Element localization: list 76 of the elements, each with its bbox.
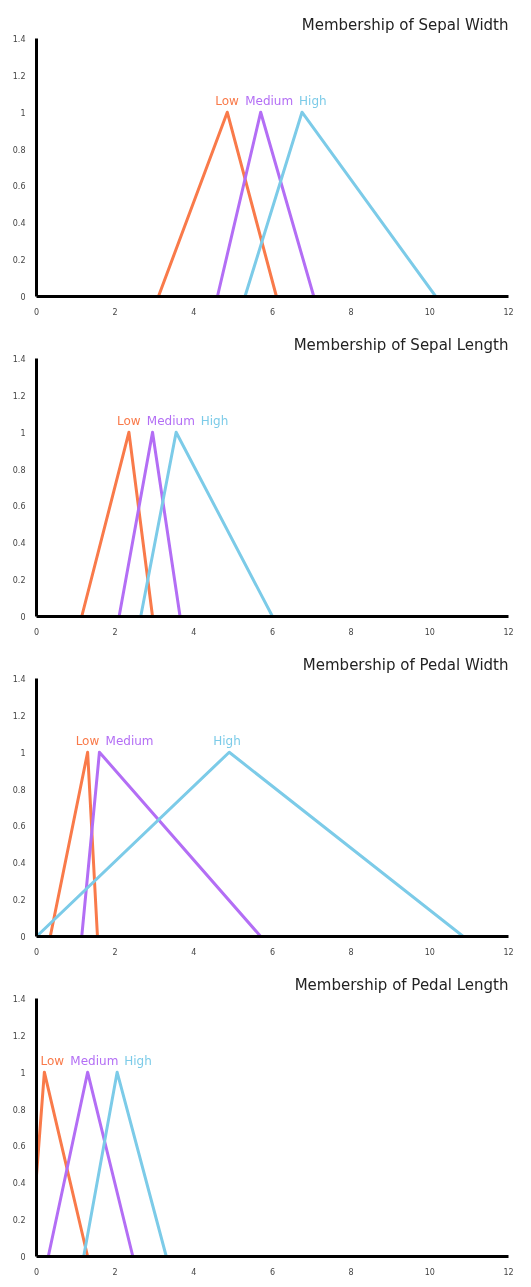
x-tick-label: 2 — [112, 1267, 118, 1277]
x-tick-label: 2 — [112, 947, 118, 957]
x-tick-label: 0 — [33, 1267, 40, 1277]
y-tick-label: 0.4 — [12, 1179, 26, 1189]
y-tick-label: 0 — [20, 1253, 26, 1262]
x-tick-label: 6 — [269, 1267, 276, 1277]
x-tick-label: 4 — [191, 627, 197, 637]
x-tick-label: 0 — [33, 947, 40, 957]
series-label: High — [124, 1054, 152, 1069]
x-tick-label: 12 — [503, 947, 514, 957]
y-tick-label: 0 — [20, 613, 26, 622]
series-label: Medium — [146, 414, 195, 429]
y-tick-label: 0.4 — [12, 539, 26, 549]
y-tick-label: 0.8 — [12, 785, 26, 795]
x-tick-label: 6 — [269, 627, 276, 637]
y-tick-label: 0.6 — [12, 1142, 26, 1152]
y-tick-label: 0.6 — [12, 502, 26, 512]
x-tick-label: 10 — [424, 627, 435, 637]
y-tick-label: 0.4 — [12, 219, 26, 229]
y-tick-label: 0.2 — [12, 1216, 26, 1226]
x-tick-label: 2 — [112, 627, 118, 637]
y-tick-label: 0.8 — [12, 1105, 26, 1115]
x-tick-label: 0 — [33, 627, 40, 637]
y-tick-label: 1 — [20, 428, 26, 438]
x-tick-label: 12 — [503, 307, 514, 317]
series-label: High — [200, 414, 229, 429]
y-tick-label: 0.6 — [12, 182, 26, 192]
x-tick-label: 4 — [191, 307, 197, 317]
y-tick-label: 0.2 — [12, 896, 26, 906]
y-tick-label: 0.8 — [12, 465, 26, 475]
x-tick-label: 12 — [503, 627, 514, 637]
x-tick-label: 10 — [424, 307, 435, 317]
y-tick-label: 0 — [20, 933, 26, 942]
x-tick-label: 8 — [348, 947, 354, 957]
series-label: Medium — [105, 734, 154, 749]
x-tick-label: 0 — [33, 307, 40, 317]
y-tick-label: 0.4 — [12, 859, 26, 869]
x-tick-label: 12 — [503, 1267, 514, 1277]
y-tick-label: 1 — [20, 1068, 26, 1078]
series-label: High — [213, 734, 241, 749]
y-tick-label: 1 — [20, 108, 26, 118]
series-label: Low — [215, 94, 240, 109]
y-tick-label: 1.2 — [12, 1031, 26, 1041]
chart-title: Membership of Sepal Width — [301, 15, 509, 34]
x-tick-label: 8 — [348, 307, 354, 317]
x-tick-label: 2 — [112, 307, 118, 317]
series-label: Medium — [245, 94, 294, 109]
y-tick-label: 1.2 — [12, 71, 26, 81]
chart-title: Membership of Pedal Length — [294, 975, 509, 994]
y-tick-label: 1.4 — [12, 35, 26, 44]
y-tick-label: 0.6 — [12, 822, 26, 832]
y-tick-label: 0 — [20, 293, 26, 302]
series-label: Low — [75, 734, 100, 749]
y-tick-label: 1.4 — [12, 995, 26, 1004]
chart-title: Membership of Pedal Width — [302, 655, 509, 674]
y-tick-label: 1.4 — [12, 355, 26, 364]
series-label: Medium — [70, 1054, 119, 1069]
x-tick-label: 8 — [348, 627, 354, 637]
y-tick-label: 0.8 — [12, 145, 26, 155]
chart-title: Membership of Sepal Length — [293, 335, 509, 354]
y-tick-label: 0.2 — [12, 256, 26, 266]
x-tick-label: 4 — [191, 947, 197, 957]
y-tick-label: 0.2 — [12, 576, 26, 586]
y-tick-label: 1 — [20, 748, 26, 758]
series-label: Low — [40, 1054, 65, 1069]
series-label: Low — [116, 414, 141, 429]
x-tick-label: 10 — [424, 947, 435, 957]
x-tick-label: 10 — [424, 1267, 435, 1277]
x-tick-label: 8 — [348, 1267, 354, 1277]
x-tick-label: 4 — [191, 1267, 197, 1277]
series-label: High — [299, 94, 327, 109]
y-tick-label: 1.2 — [12, 391, 26, 401]
y-tick-label: 1.2 — [12, 711, 26, 721]
x-tick-label: 6 — [269, 307, 276, 317]
y-tick-label: 1.4 — [12, 675, 26, 684]
x-tick-label: 6 — [269, 947, 276, 957]
